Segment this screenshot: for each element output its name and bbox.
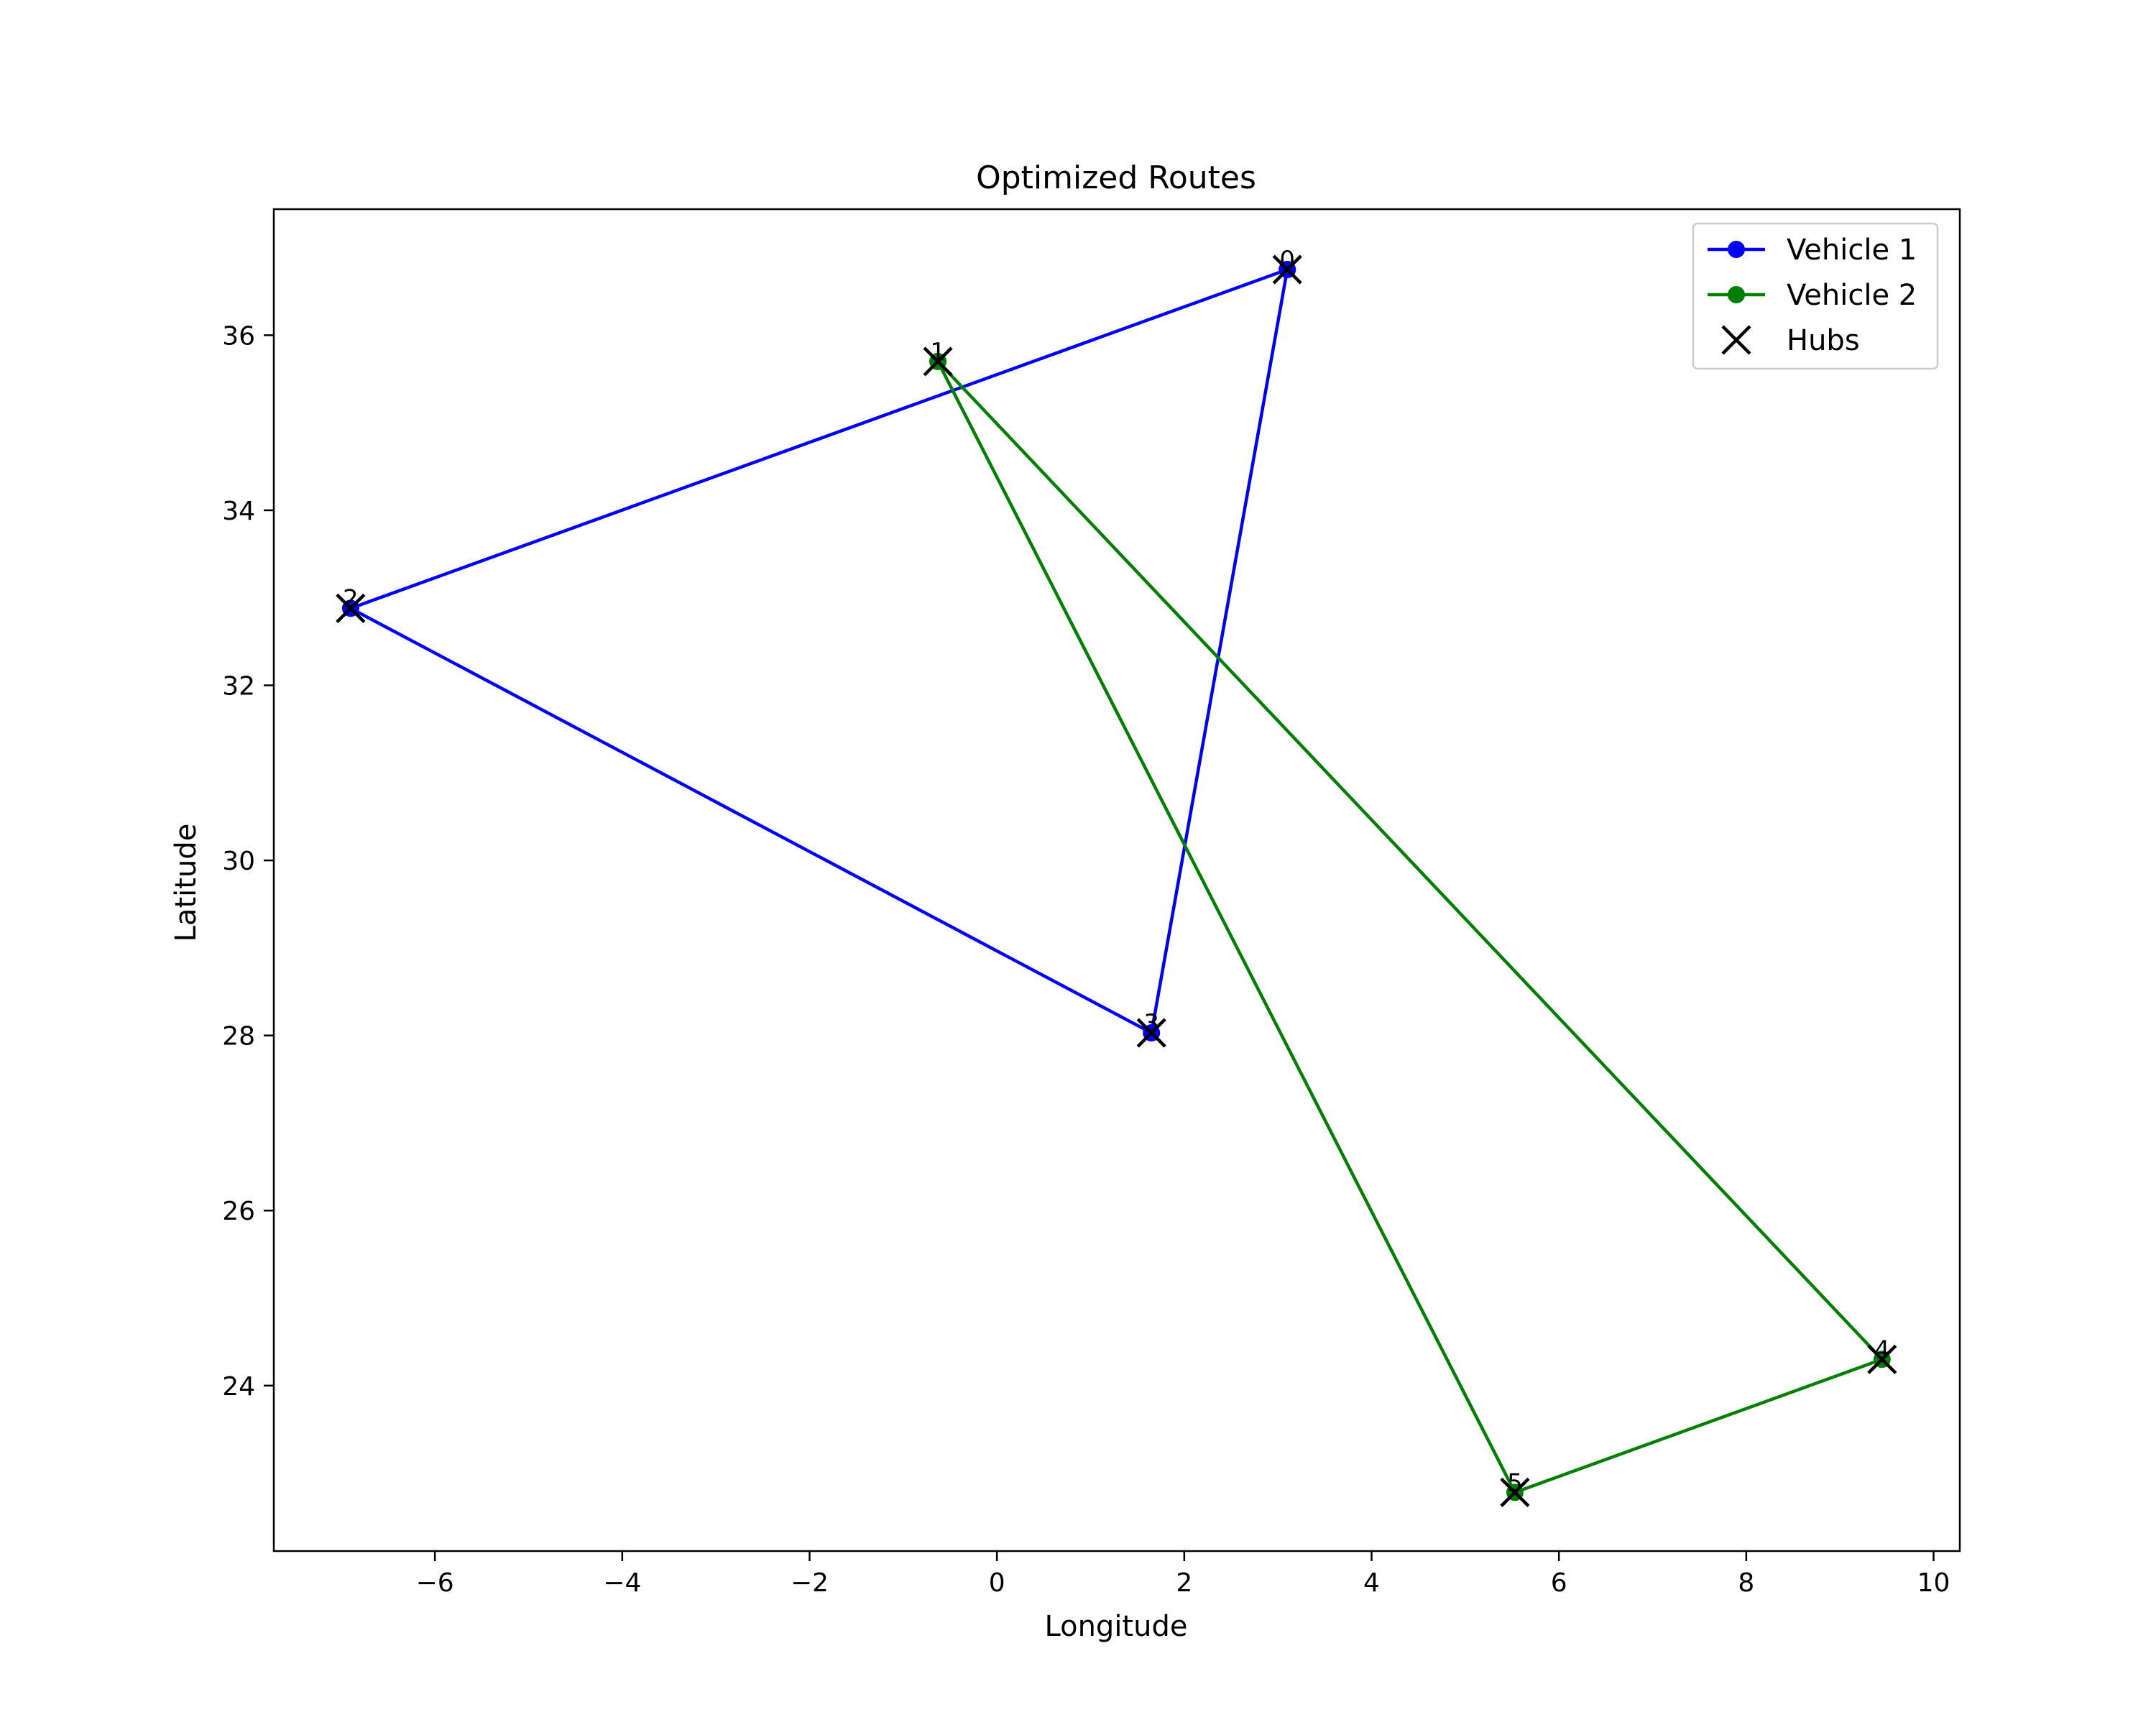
hub-marker bbox=[1136, 1018, 1166, 1048]
x-tick-label: −6 bbox=[416, 1568, 454, 1598]
hub-label: 3 bbox=[1143, 1009, 1159, 1038]
x-tick-label: −4 bbox=[603, 1568, 641, 1598]
hub-marker bbox=[1867, 1344, 1897, 1374]
hub-label: 1 bbox=[930, 338, 946, 367]
hub-marker bbox=[1272, 254, 1302, 285]
route-line-vehicle-1 bbox=[349, 267, 1289, 1035]
x-tick-label: 10 bbox=[1917, 1568, 1950, 1598]
hub-label: 5 bbox=[1507, 1468, 1523, 1497]
legend-label-vehicle-2: Vehicle 2 bbox=[1787, 279, 1917, 312]
x-tick-label: 6 bbox=[1551, 1568, 1567, 1598]
y-tick-label: 32 bbox=[222, 672, 255, 702]
y-tick-label: 30 bbox=[222, 847, 255, 876]
legend-marker-vehicle-2 bbox=[1728, 286, 1745, 303]
legend-label-vehicle-1: Vehicle 1 bbox=[1787, 234, 1917, 267]
plot-frame bbox=[272, 208, 1961, 1552]
chart-title: Optimized Routes bbox=[976, 160, 1256, 196]
hub-label: 0 bbox=[1279, 246, 1295, 275]
legend-marker-hubs bbox=[1721, 325, 1751, 355]
y-tick-label: 26 bbox=[222, 1197, 255, 1226]
hub-label: 2 bbox=[343, 584, 359, 613]
hub-marker bbox=[336, 593, 366, 623]
x-axis: −6 −4 −2 0 2 4 6 8 10 bbox=[416, 1551, 1950, 1598]
x-tick-label: 8 bbox=[1738, 1568, 1754, 1598]
y-tick-label: 36 bbox=[222, 321, 255, 351]
x-axis-label: Longitude bbox=[1045, 1610, 1188, 1643]
y-axis-label: Latitude bbox=[170, 824, 203, 942]
legend-marker-vehicle-1 bbox=[1728, 241, 1745, 258]
route-line-vehicle-2 bbox=[936, 359, 1884, 1494]
y-tick-label: 28 bbox=[222, 1022, 255, 1052]
x-tick-label: 4 bbox=[1363, 1568, 1380, 1598]
hub-marker bbox=[1500, 1477, 1530, 1507]
plot-area: 0 1 2 3 4 5 bbox=[272, 208, 1961, 1552]
x-tick-label: 0 bbox=[989, 1568, 1005, 1598]
legend: Vehicle 1 Vehicle 2 Hubs bbox=[1692, 222, 1939, 370]
legend-box bbox=[1692, 222, 1939, 370]
x-tick-label: 2 bbox=[1176, 1568, 1192, 1598]
x-tick-label: −2 bbox=[791, 1568, 829, 1598]
hub-label: 4 bbox=[1874, 1335, 1890, 1364]
y-tick-label: 24 bbox=[222, 1372, 255, 1402]
legend-label-hubs: Hubs bbox=[1787, 324, 1860, 357]
y-axis: 24 26 28 30 32 34 36 bbox=[222, 321, 274, 1402]
hub-marker bbox=[923, 346, 953, 377]
y-tick-label: 34 bbox=[222, 497, 255, 526]
